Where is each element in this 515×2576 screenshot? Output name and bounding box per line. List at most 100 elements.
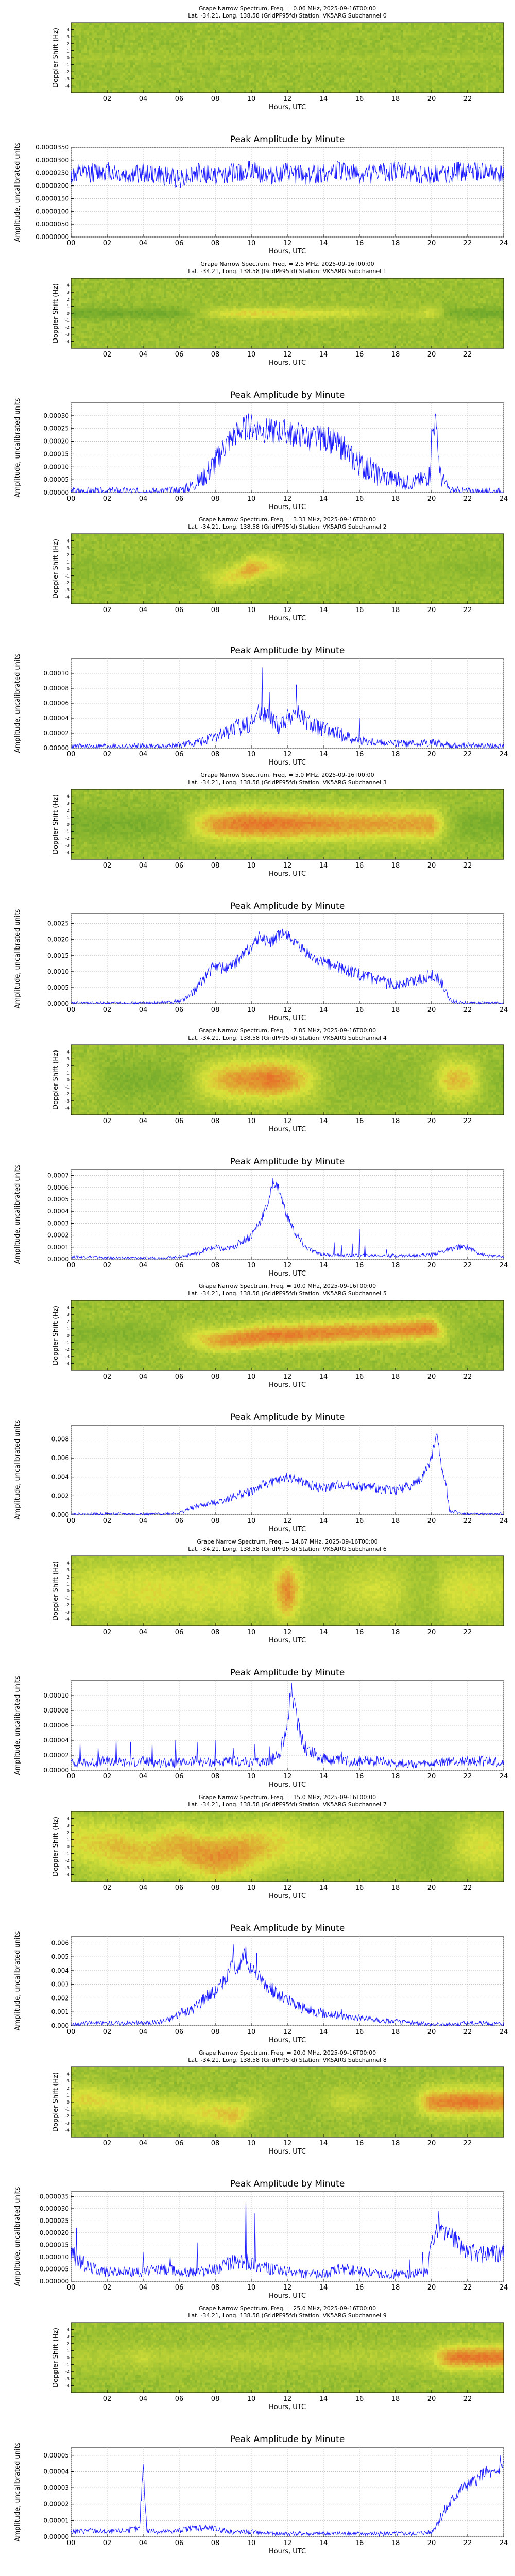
heatmap-cell <box>437 23 440 26</box>
heatmap-cell <box>408 67 411 71</box>
heatmap-cell <box>115 50 118 53</box>
heatmap-cell <box>226 60 229 63</box>
heatmap-cell <box>468 60 471 63</box>
heatmap-cell <box>357 40 360 43</box>
heatmap-cell <box>220 35 224 38</box>
heatmap-cell <box>223 90 226 93</box>
heatmap-cell <box>99 60 102 63</box>
heatmap-cell <box>153 35 157 38</box>
heatmap-cell <box>184 73 187 76</box>
heatmap-cell <box>287 30 290 33</box>
heatmap-cell <box>434 30 437 33</box>
heatmap-cell <box>267 50 270 53</box>
heatmap-cell <box>300 45 303 48</box>
heatmap-cell <box>362 58 365 61</box>
heatmap-cell <box>171 82 175 86</box>
heatmap-cell <box>380 82 383 86</box>
heatmap-cell <box>105 85 108 88</box>
heatmap-cell <box>156 67 159 71</box>
heatmap-cell <box>141 67 144 71</box>
heatmap-cell <box>329 80 332 83</box>
heatmap-cell <box>354 73 357 76</box>
heatmap-cell <box>499 55 502 58</box>
heatmap-cell <box>123 27 126 31</box>
heatmap-cell <box>393 55 396 58</box>
heatmap-cell <box>228 40 231 43</box>
heatmap-cell <box>365 82 368 86</box>
heatmap-cell <box>81 55 84 58</box>
heatmap-cell <box>99 42 102 46</box>
heatmap-cell <box>499 50 502 53</box>
heatmap-cell <box>426 88 430 91</box>
heatmap-cell <box>223 27 226 31</box>
heatmap-cell <box>148 90 151 93</box>
heatmap-cell <box>115 25 118 28</box>
heatmap-cell <box>159 27 162 31</box>
heatmap-cell <box>71 60 74 63</box>
heatmap-cell <box>398 70 401 73</box>
heatmap-cell <box>470 58 473 61</box>
heatmap-cell <box>300 58 303 61</box>
heatmap-cell <box>169 55 172 58</box>
heatmap-cell <box>359 42 363 46</box>
heatmap-cell <box>316 75 319 78</box>
heatmap-cell <box>92 73 95 76</box>
heatmap-cell <box>478 75 481 78</box>
heatmap-cell <box>99 25 102 28</box>
heatmap-cell <box>499 70 502 73</box>
heatmap-cell <box>496 47 499 51</box>
heatmap-cell <box>195 42 198 46</box>
heatmap-cell <box>401 90 404 93</box>
heatmap-cell <box>97 85 100 88</box>
heatmap-cell <box>195 32 198 36</box>
heatmap-cell <box>403 27 406 31</box>
heatmap-cell <box>444 62 448 66</box>
heatmap-cell <box>141 35 144 38</box>
heatmap-cell <box>218 45 221 48</box>
heatmap-cell <box>87 291 90 294</box>
heatmap-cell <box>372 90 375 93</box>
heatmap-cell <box>166 40 169 43</box>
heatmap-cell <box>277 60 280 63</box>
heatmap-cell <box>74 313 77 316</box>
heatmap-cell <box>205 47 208 51</box>
heatmap-cell <box>501 53 504 56</box>
heatmap-cell <box>305 73 308 76</box>
heatmap-cell <box>480 55 484 58</box>
heatmap-cell <box>220 85 224 88</box>
heatmap-cell <box>357 30 360 33</box>
heatmap-cell <box>359 25 363 28</box>
heatmap-cell <box>79 50 82 53</box>
heatmap-cell <box>254 23 257 26</box>
heatmap-cell <box>383 35 386 38</box>
heatmap-cell <box>370 67 373 71</box>
heatmap-cell <box>450 90 453 93</box>
heatmap-cell <box>210 82 213 86</box>
heatmap-cell <box>79 90 82 93</box>
heatmap-cell <box>202 60 205 63</box>
heatmap-cell <box>153 73 157 76</box>
heatmap-cell <box>491 70 494 73</box>
heatmap-cell <box>473 53 476 56</box>
heatmap-cell <box>488 32 491 36</box>
heatmap-cell <box>383 58 386 61</box>
heatmap-cell <box>128 45 131 48</box>
heatmap-cell <box>99 35 102 38</box>
heatmap-cell <box>329 27 332 31</box>
heatmap-cell <box>97 32 100 36</box>
heatmap-cell <box>488 53 491 56</box>
heatmap-cell <box>133 82 136 86</box>
heatmap-cell <box>148 73 151 76</box>
heatmap-cell <box>357 25 360 28</box>
heatmap-cell <box>74 298 77 301</box>
heatmap-cell <box>421 60 424 63</box>
heatmap-cell <box>434 38 437 41</box>
heatmap-cell <box>300 47 303 51</box>
heatmap-cell <box>87 280 90 284</box>
heatmap-cell <box>159 58 162 61</box>
heatmap-cell <box>246 90 249 93</box>
heatmap-cell <box>236 88 239 91</box>
heatmap-cell <box>465 45 468 48</box>
heatmap-cell <box>442 80 445 83</box>
